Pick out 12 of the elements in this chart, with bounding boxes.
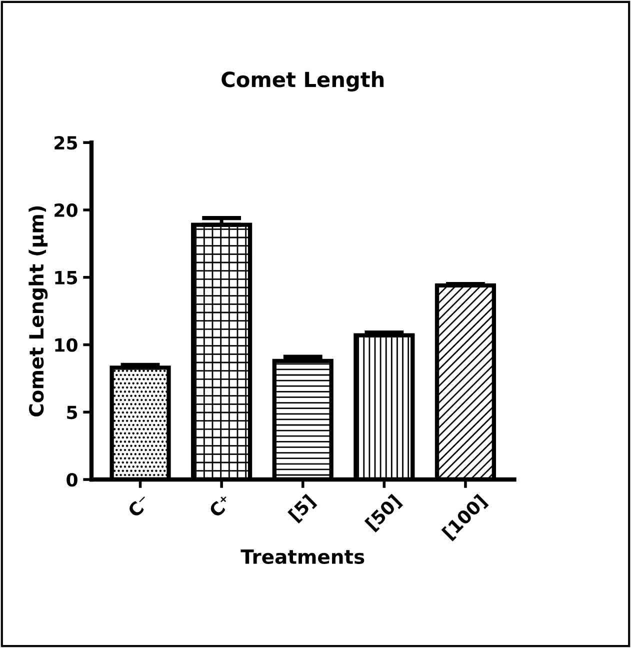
y-tick-label: 20 <box>54 203 78 218</box>
x-tick-label: C⁺ <box>208 494 232 518</box>
y-tick-label: 10 <box>55 338 78 352</box>
y-tick-label: 25 <box>54 136 78 150</box>
chart-title: Comet Length <box>222 71 384 92</box>
y-axis-title: Comet Lenght (µm) <box>28 206 48 416</box>
x-tick-label: C⁻ <box>126 494 152 518</box>
y-tick-label: 15 <box>55 271 78 284</box>
y-tick-label: 5 <box>67 406 78 420</box>
x-tick-label: [5] <box>288 494 318 524</box>
y-tick-label: 0 <box>66 472 78 487</box>
x-axis-title: Treatments <box>240 550 364 564</box>
